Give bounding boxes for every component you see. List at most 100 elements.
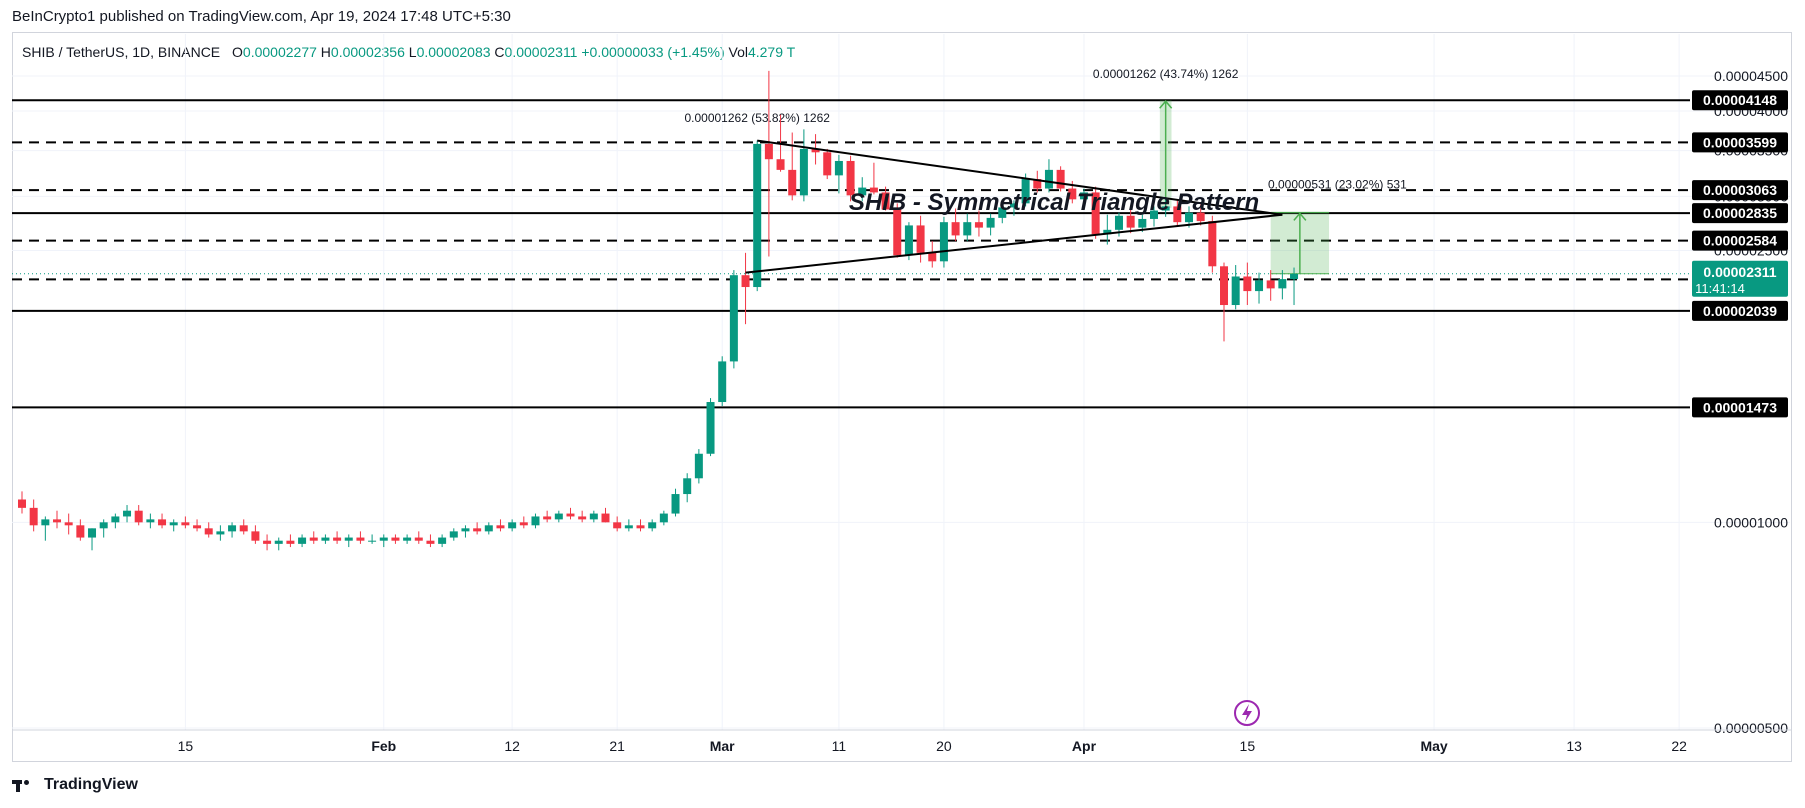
candle-body	[41, 519, 50, 526]
candle-body	[251, 531, 260, 541]
measure-label: 0.00000531 (23.02%) 531	[1268, 177, 1407, 191]
candle-body	[111, 516, 120, 523]
candle-body	[76, 525, 85, 538]
level-price-tag	[1692, 397, 1788, 418]
x-tick-label: 22	[1671, 738, 1687, 754]
publisher-line: BeInCrypto1 published on TradingView.com…	[12, 8, 511, 25]
x-tick-label: 20	[936, 738, 952, 754]
candle-body	[169, 522, 178, 526]
chart-frame	[12, 32, 1792, 762]
candle-body	[543, 516, 552, 520]
candle-body	[858, 187, 867, 196]
candle-body	[1138, 218, 1147, 228]
level-price-label: 0.00003599	[1703, 134, 1777, 150]
candle-body	[158, 519, 167, 526]
tradingview-logo-icon	[12, 778, 38, 792]
level-price-tag	[1692, 300, 1788, 321]
candle-body	[1278, 279, 1287, 289]
candle-body	[904, 225, 913, 256]
tradingview-brand: TradingView	[44, 776, 138, 793]
open-label: O	[232, 44, 243, 60]
candle-body	[939, 222, 948, 262]
chart-title: SHIB - Symmetrical Triangle Pattern	[849, 189, 1259, 216]
level-price-tag	[1692, 203, 1788, 224]
candle-body	[298, 537, 307, 544]
low-label: L	[408, 44, 417, 60]
x-tick-label: 15	[178, 738, 194, 754]
candle-body	[403, 537, 412, 541]
open-value: 0.00002277	[242, 44, 317, 60]
candle-body	[53, 519, 62, 523]
candle-body	[1103, 229, 1112, 235]
measure-label: 0.00001262 (53.82%) 1262	[684, 111, 830, 125]
lightning-bolt-icon	[1242, 704, 1252, 722]
x-tick-label: May	[1420, 738, 1447, 754]
candle-body	[706, 402, 715, 454]
candle-body	[286, 540, 295, 544]
candle-body	[1009, 203, 1018, 208]
candle-body	[473, 528, 482, 532]
x-tick-label: 13	[1566, 738, 1582, 754]
level-price-label: 0.00002835	[1703, 205, 1777, 221]
candle-body	[916, 225, 925, 253]
level-price-label: 0.00001473	[1703, 399, 1777, 415]
candle-body	[648, 522, 657, 529]
candle-body	[344, 537, 353, 541]
triangle-lower-line	[745, 213, 1283, 274]
candle-body	[613, 522, 622, 529]
candle-body	[29, 507, 38, 526]
high-label: H	[320, 44, 331, 60]
candle-body	[799, 148, 808, 196]
candle-body	[508, 522, 517, 529]
candle-body	[216, 531, 225, 535]
level-price-label: 0.00002039	[1703, 303, 1777, 319]
candle-body	[368, 540, 377, 542]
x-tick-label: 11	[832, 738, 847, 754]
candle-body	[788, 169, 797, 196]
x-tick-label: Apr	[1072, 738, 1097, 754]
candle-body	[1173, 206, 1182, 223]
candle-body	[1243, 276, 1252, 292]
candle-body	[1208, 221, 1217, 267]
candle-body	[263, 540, 272, 544]
close-label: C	[494, 44, 505, 60]
candle-body	[1079, 192, 1088, 200]
candle-body	[566, 513, 575, 517]
candle-body	[1033, 179, 1042, 189]
candle-body	[554, 513, 563, 520]
symbol-label[interactable]: SHIB / TetherUS, 1D, BINANCE	[22, 44, 221, 60]
candle-body	[578, 516, 587, 520]
candle-body	[1091, 192, 1100, 235]
candle-body	[1231, 276, 1240, 306]
candle-body	[951, 222, 960, 236]
candle-body	[88, 528, 97, 538]
candle-body	[718, 361, 727, 403]
candle-body	[1266, 280, 1275, 289]
x-tick-label: Mar	[710, 738, 735, 754]
candle-body	[1255, 280, 1264, 292]
candle-body	[519, 522, 528, 526]
y-tick-label: 0.00000500	[1714, 720, 1788, 736]
candle-body	[823, 152, 832, 176]
level-price-label: 0.00003063	[1703, 182, 1777, 198]
y-tick-label: 0.00001000	[1714, 514, 1788, 530]
level-price-tag	[1692, 230, 1788, 251]
x-tick-label: Feb	[371, 738, 396, 754]
candle-body	[928, 252, 937, 262]
x-tick-label: 21	[609, 738, 625, 754]
tradingview-footer[interactable]: TradingView	[12, 776, 138, 794]
candle-body	[204, 528, 213, 535]
candle-body	[461, 528, 470, 532]
candle-body	[239, 525, 248, 532]
candle-body	[193, 525, 202, 529]
candle-body	[636, 525, 645, 529]
candle-body	[624, 525, 633, 529]
candle-body	[741, 275, 750, 288]
candle-body	[893, 209, 902, 256]
candle-body	[228, 525, 237, 532]
candle-body	[414, 537, 423, 541]
candle-body	[64, 522, 73, 526]
candle-body	[998, 207, 1007, 218]
candle-body	[869, 187, 878, 193]
